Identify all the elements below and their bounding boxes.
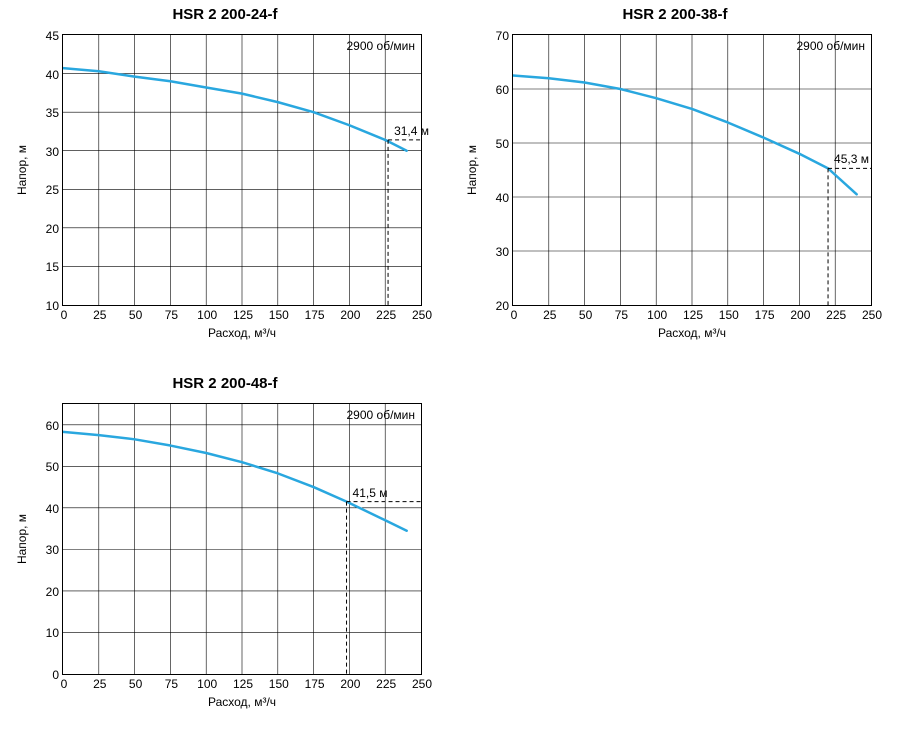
- chart-title: HSR 2 200-24-f: [0, 6, 450, 23]
- xtick-label: 150: [269, 674, 289, 691]
- rpm-annotation: 2900 об/мин: [347, 39, 416, 53]
- ytick-label: 40: [46, 68, 63, 82]
- chart-title: HSR 2 200-38-f: [450, 6, 900, 23]
- ytick-label: 30: [496, 245, 513, 259]
- ytick-label: 50: [496, 137, 513, 151]
- performance-curve: [513, 76, 857, 195]
- ytick-label: 15: [46, 260, 63, 274]
- ytick-label: 20: [46, 222, 63, 236]
- x-axis-label: Расход, м³/ч: [658, 326, 726, 340]
- xtick-label: 150: [719, 305, 739, 322]
- x-axis-label: Расход, м³/ч: [208, 326, 276, 340]
- xtick-label: 75: [165, 674, 178, 691]
- plot-area: 0102030405060025507510012515017520022525…: [62, 403, 422, 675]
- xtick-label: 200: [790, 305, 810, 322]
- chart-svg: [513, 35, 871, 305]
- x-axis-label: Расход, м³/ч: [208, 695, 276, 709]
- chart-svg: [63, 404, 421, 674]
- performance-curve: [63, 432, 407, 531]
- performance-curve: [63, 68, 407, 151]
- xtick-label: 125: [233, 305, 253, 322]
- xtick-label: 225: [826, 305, 846, 322]
- chart-svg: [63, 35, 421, 305]
- xtick-label: 25: [93, 674, 106, 691]
- xtick-label: 250: [862, 305, 882, 322]
- rpm-annotation: 2900 об/мин: [347, 408, 416, 422]
- xtick-label: 0: [61, 305, 68, 322]
- plot-area: 1015202530354045025507510012515017520022…: [62, 34, 422, 306]
- xtick-label: 200: [340, 674, 360, 691]
- y-axis-label: Напор, м: [15, 145, 29, 195]
- xtick-label: 200: [340, 305, 360, 322]
- xtick-label: 150: [269, 305, 289, 322]
- xtick-label: 25: [543, 305, 556, 322]
- xtick-label: 250: [412, 674, 432, 691]
- ytick-label: 70: [496, 29, 513, 43]
- ytick-label: 60: [496, 83, 513, 97]
- xtick-label: 100: [647, 305, 667, 322]
- xtick-label: 0: [61, 674, 68, 691]
- xtick-label: 100: [197, 674, 217, 691]
- ytick-label: 30: [46, 145, 63, 159]
- operating-point-label: 41,5 м: [353, 486, 388, 500]
- ytick-label: 60: [46, 419, 63, 433]
- xtick-label: 50: [579, 305, 592, 322]
- ytick-label: 40: [496, 191, 513, 205]
- ytick-label: 50: [46, 460, 63, 474]
- xtick-label: 100: [197, 305, 217, 322]
- chart-title: HSR 2 200-48-f: [0, 375, 450, 392]
- ytick-label: 25: [46, 183, 63, 197]
- empty-cell: [450, 369, 900, 738]
- ytick-label: 40: [46, 502, 63, 516]
- chart-panel: HSR 2 200-24-f 10152025303540450255075100…: [0, 0, 450, 369]
- plot-area: 2030405060700255075100125150175200225250…: [512, 34, 872, 306]
- chart-panel: HSR 2 200-38-f 20304050607002550751001251…: [450, 0, 900, 369]
- xtick-label: 250: [412, 305, 432, 322]
- xtick-label: 75: [165, 305, 178, 322]
- xtick-label: 175: [305, 674, 325, 691]
- xtick-label: 125: [233, 674, 253, 691]
- ytick-label: 20: [46, 585, 63, 599]
- operating-point-label: 45,3 м: [834, 152, 869, 166]
- xtick-label: 175: [755, 305, 775, 322]
- xtick-label: 25: [93, 305, 106, 322]
- xtick-label: 50: [129, 305, 142, 322]
- xtick-label: 75: [615, 305, 628, 322]
- xtick-label: 225: [376, 674, 396, 691]
- xtick-label: 0: [511, 305, 518, 322]
- xtick-label: 175: [305, 305, 325, 322]
- xtick-label: 50: [129, 674, 142, 691]
- ytick-label: 45: [46, 29, 63, 43]
- ytick-label: 10: [46, 626, 63, 640]
- y-axis-label: Напор, м: [465, 145, 479, 195]
- rpm-annotation: 2900 об/мин: [797, 39, 866, 53]
- ytick-label: 30: [46, 543, 63, 557]
- xtick-label: 125: [683, 305, 703, 322]
- y-axis-label: Напор, м: [15, 514, 29, 564]
- ytick-label: 35: [46, 106, 63, 120]
- operating-point-label: 31,4 м: [394, 124, 429, 138]
- chart-panel: HSR 2 200-48-f 01020304050600255075100125…: [0, 369, 450, 738]
- xtick-label: 225: [376, 305, 396, 322]
